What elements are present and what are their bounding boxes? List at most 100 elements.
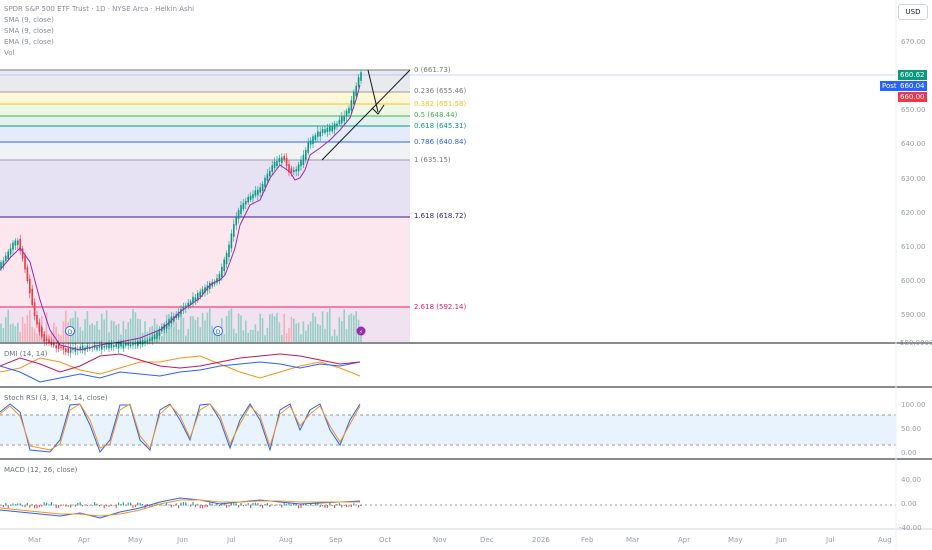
volume-bar xyxy=(55,326,57,342)
macd-hist-bar xyxy=(163,505,165,506)
macd-hist-bar xyxy=(38,505,40,508)
time-tick: Nov xyxy=(433,536,447,544)
macd-hist-bar xyxy=(182,502,184,506)
price-tick: 620.00 xyxy=(901,209,926,217)
macd-title[interactable]: MACD (12, 26, close) xyxy=(4,466,78,474)
macd-hist-bar xyxy=(125,505,127,506)
macd-hist-bar xyxy=(168,504,170,506)
macd-hist-bar xyxy=(36,505,38,509)
fib-band-0 xyxy=(0,70,410,92)
dividend-badge xyxy=(65,326,75,336)
time-tick: Apr xyxy=(78,536,91,544)
macd-hist-bar xyxy=(262,505,264,509)
volume-bar xyxy=(134,312,137,342)
macd-tick: -40.00 xyxy=(899,524,922,532)
stoch-tick: 50.00 xyxy=(901,425,922,433)
macd-hist-bar xyxy=(298,505,300,509)
macd-hist-bar xyxy=(235,503,237,506)
legend-ema[interactable]: EMA (9, close) xyxy=(4,38,54,46)
macd-hist-bar xyxy=(307,505,309,506)
symbol-title[interactable]: SPDR S&P 500 ETF Trust · 1D · NYSE Arca … xyxy=(4,5,195,13)
volume-bar xyxy=(33,328,36,342)
volume-bar xyxy=(14,326,17,342)
volume-bar xyxy=(2,328,5,342)
macd-hist-bar xyxy=(202,505,204,509)
legend-sma-1[interactable]: SMA (9, close) xyxy=(4,16,54,24)
macd-hist-bar xyxy=(58,505,60,508)
macd-hist-bar xyxy=(86,505,88,506)
volume-bar xyxy=(305,330,307,342)
volume-bar xyxy=(38,332,41,342)
volume-bar xyxy=(254,324,257,342)
macd-hist-bar xyxy=(302,503,304,506)
volume-bar xyxy=(269,314,271,342)
macd-hist-bar xyxy=(82,505,84,507)
macd-hist-bar xyxy=(50,502,52,506)
volume-bar xyxy=(237,313,240,342)
macd-hist-bar xyxy=(238,505,240,508)
volume-bar xyxy=(19,332,21,342)
macd-hist-bar xyxy=(305,503,307,506)
volume-bar xyxy=(60,335,62,342)
dmi-title[interactable]: DMI (14, 14) xyxy=(4,350,48,358)
time-tick: 2026 xyxy=(532,536,550,544)
volume-bar xyxy=(50,331,53,342)
macd-hist-bar xyxy=(120,504,122,506)
stoch-title[interactable]: Stoch RSI (3, 3, 14, 14, close) xyxy=(4,394,108,402)
volume-bar xyxy=(223,334,225,342)
volume-bar xyxy=(302,321,305,342)
volume-bar xyxy=(149,327,151,342)
volume-bar xyxy=(209,308,211,342)
volume-bar xyxy=(146,331,149,342)
volume-bar xyxy=(314,316,317,342)
volume-bar xyxy=(333,329,336,342)
time-tick: May xyxy=(728,536,743,544)
macd-hist-bar xyxy=(341,505,343,508)
macd-hist-bar xyxy=(247,503,249,506)
volume-bar xyxy=(285,333,288,342)
volume-bar xyxy=(329,308,331,342)
macd-hist-bar xyxy=(350,505,352,507)
volume-bar xyxy=(353,315,355,342)
macd-hist-bar xyxy=(130,502,132,506)
macd-hist-bar xyxy=(12,503,14,506)
macd-hist-bar xyxy=(149,505,151,508)
volume-bar xyxy=(173,326,175,342)
volume-bar xyxy=(77,317,79,342)
price-tick: 670.00 xyxy=(901,38,926,46)
macd-hist-bar xyxy=(274,505,276,506)
volume-bar xyxy=(21,316,24,342)
volume-bar xyxy=(242,330,245,342)
macd-hist-bar xyxy=(187,504,189,506)
macd-hist-bar xyxy=(197,503,199,506)
macd-hist-bar xyxy=(355,504,357,506)
macd-hist-bar xyxy=(331,505,333,506)
volume-bar xyxy=(259,313,261,342)
macd-hist-bar xyxy=(122,502,124,506)
volume-bar xyxy=(5,317,7,342)
volume-bar xyxy=(7,309,9,342)
fib-band-0236 xyxy=(0,92,410,104)
volume-bar xyxy=(24,323,26,342)
volume-bar xyxy=(300,334,302,342)
drawing-arrowhead xyxy=(371,104,385,115)
fib-label: 0.382 (651.58) xyxy=(414,100,467,108)
fib-label: 1.618 (618.72) xyxy=(414,212,467,220)
volume-bar xyxy=(36,333,38,342)
volume-bar xyxy=(283,313,285,342)
legend-sma-2[interactable]: SMA (9, close) xyxy=(4,27,54,35)
volume-bar xyxy=(278,322,281,342)
macd-hist-bar xyxy=(242,505,244,507)
volume-bar xyxy=(125,329,127,342)
volume-bar xyxy=(96,320,98,342)
macd-hist-bar xyxy=(319,505,321,508)
macd-hist-bar xyxy=(2,505,4,508)
volume-bar xyxy=(103,319,105,342)
legend-vol[interactable]: Vol xyxy=(4,49,15,57)
time-tick: Aug xyxy=(279,536,293,544)
macd-hist-bar xyxy=(185,502,187,506)
fib-band-0618 xyxy=(0,126,410,142)
currency-button[interactable]: USD xyxy=(898,4,928,20)
volume-bar xyxy=(175,321,177,342)
